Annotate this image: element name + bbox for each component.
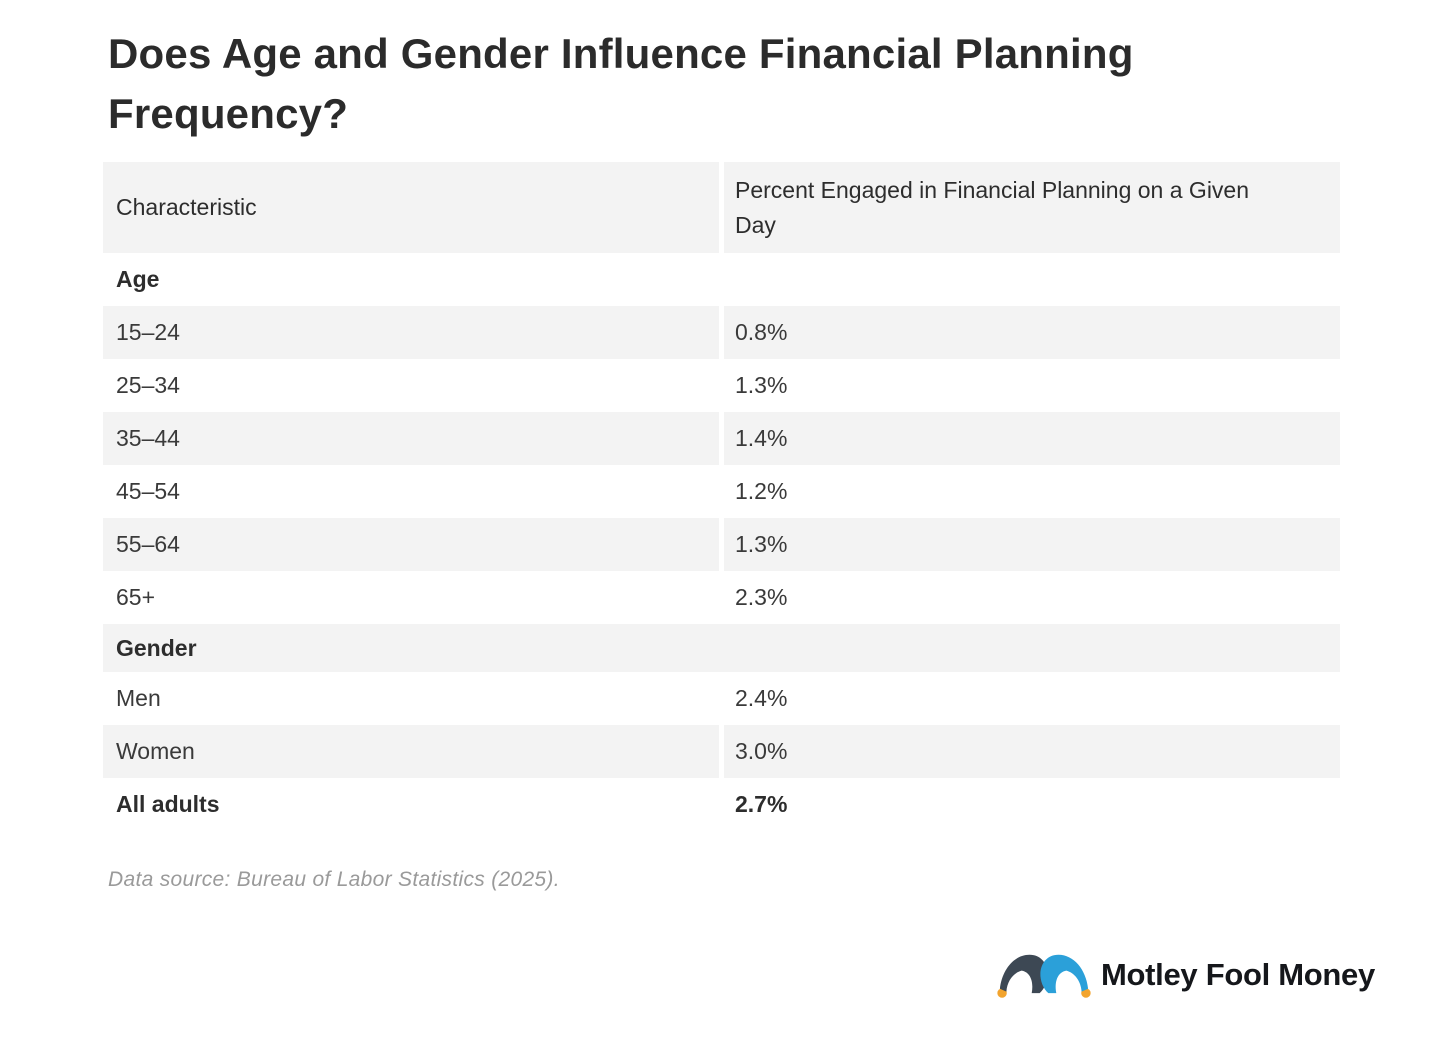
row-label: Women <box>103 725 719 778</box>
table-header-row: Characteristic Percent Engaged in Financ… <box>103 162 1340 253</box>
row-label: 15–24 <box>103 306 719 359</box>
table-row: 55–64 1.3% <box>103 518 1340 571</box>
row-value: 2.3% <box>735 584 788 610</box>
row-value: 2.4% <box>735 685 788 711</box>
data-source-note: Data source: Bureau of Labor Statistics … <box>108 868 560 891</box>
row-label: 45–54 <box>116 478 180 504</box>
row-label: 65+ <box>116 584 156 610</box>
data-table: Characteristic Percent Engaged in Financ… <box>103 162 1340 831</box>
logo-wordmark: Motley Fool Money <box>1101 957 1375 992</box>
jester-hat-icon <box>997 954 1091 998</box>
motley-fool-money-logo: Motley Fool Money <box>997 942 1375 1008</box>
table-row-section-age: Age <box>103 253 1340 306</box>
row-label: 35–44 <box>103 412 719 465</box>
table-row-section-gender: Gender <box>103 624 1340 672</box>
row-label: 55–64 <box>103 518 719 571</box>
table-row: 45–54 1.2% <box>103 465 1340 518</box>
row-value: 1.2% <box>735 478 788 504</box>
row-value <box>724 624 1340 672</box>
row-value: 0.8% <box>724 306 1340 359</box>
table-row: 25–34 1.3% <box>103 359 1340 412</box>
table-row: Men 2.4% <box>103 672 1340 725</box>
table-row: 35–44 1.4% <box>103 412 1340 465</box>
row-label: 25–34 <box>116 372 180 398</box>
row-label: All adults <box>116 791 220 817</box>
row-value <box>724 253 1340 306</box>
row-value: 1.3% <box>735 372 788 398</box>
row-value: 1.4% <box>724 412 1340 465</box>
row-value: 1.3% <box>724 518 1340 571</box>
table-row: 15–24 0.8% <box>103 306 1340 359</box>
row-label: Gender <box>116 634 197 661</box>
column-header-percent: Percent Engaged in Financial Planning on… <box>724 162 1340 253</box>
row-label: Age <box>116 266 160 292</box>
row-label: Men <box>116 685 161 711</box>
column-header-percent-text: Percent Engaged in Financial Planning on… <box>735 177 1250 238</box>
row-value: 3.0% <box>724 725 1340 778</box>
page-title: Does Age and Gender Influence Financial … <box>108 30 1134 137</box>
row-value: 2.7% <box>735 791 788 817</box>
table-row: 65+ 2.3% <box>103 571 1340 624</box>
table-row-all-adults: All adults 2.7% <box>103 778 1340 831</box>
column-header-characteristic: Characteristic <box>103 162 719 253</box>
table-row: Women 3.0% <box>103 725 1340 778</box>
